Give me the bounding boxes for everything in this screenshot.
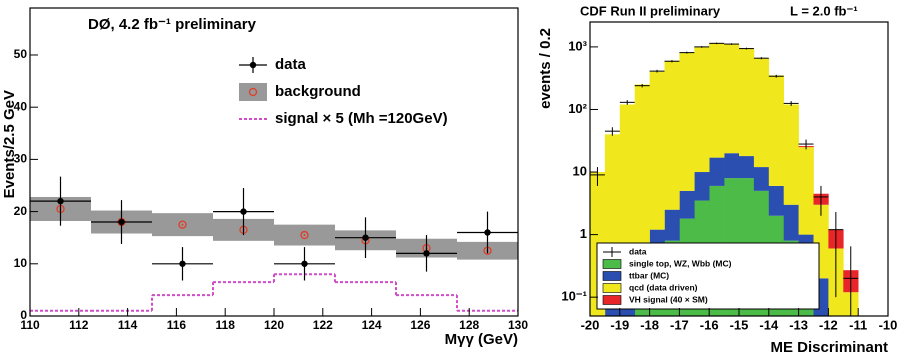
x-tick-label: -17 <box>670 317 689 332</box>
y-tick-label: 30 <box>14 152 28 166</box>
y-tick-label: 10² <box>568 101 587 116</box>
background-marker-dot <box>303 234 306 237</box>
y-tick-label: 50 <box>14 47 28 61</box>
legend-label: background <box>275 83 361 100</box>
x-tick-label: 128 <box>459 318 479 332</box>
chart-panel: data background signal × 5 (Mh =120GeV) DØ,… <box>1 7 528 348</box>
stack-bar <box>768 185 784 216</box>
stack-bar <box>709 157 725 186</box>
stack-bar <box>783 204 799 241</box>
stack-bar <box>753 167 770 191</box>
stack-bar <box>739 48 755 157</box>
x-tick-label: -16 <box>700 317 719 332</box>
y-axis-label: Events/2.5 GeV <box>1 90 18 198</box>
legend-label: VH signal (40 × SM) <box>629 294 708 304</box>
legend-key <box>249 61 257 69</box>
y-tick-label: 10 <box>573 163 587 178</box>
data-point <box>301 260 308 267</box>
legend-key <box>602 259 622 269</box>
stack-bar <box>679 190 695 219</box>
stack-bar <box>724 44 740 154</box>
x-tick-label: 122 <box>313 318 333 332</box>
x-tick-label: 112 <box>69 318 89 332</box>
x-tick-label: 120 <box>264 318 284 332</box>
x-tick-label: -10 <box>879 317 898 332</box>
x-tick-label: 130 <box>508 318 528 332</box>
legend-label: qcd (data driven) <box>629 282 698 292</box>
x-tick-label: 126 <box>410 318 430 332</box>
x-tick-label: 124 <box>362 318 382 332</box>
x-tick-label: -15 <box>730 317 749 332</box>
x-tick-label: 114 <box>118 318 138 332</box>
stack-bar <box>724 153 740 179</box>
x-tick-label: -14 <box>759 317 779 332</box>
annotation: L = 2.0 fb⁻¹ <box>790 3 858 18</box>
x-tick-label: -13 <box>789 317 808 332</box>
legend-key <box>239 83 267 101</box>
legend-box <box>596 242 820 310</box>
stack-bar <box>694 46 710 173</box>
x-tick-label: 116 <box>167 318 187 332</box>
legend-key <box>248 87 258 97</box>
stack-bar <box>649 71 665 230</box>
stack-bar <box>679 52 695 191</box>
x-tick-label: -12 <box>819 317 838 332</box>
stack-bar <box>798 147 814 235</box>
y-tick-label: 20 <box>14 204 28 218</box>
background-marker-dot <box>181 223 184 226</box>
data-point <box>423 250 430 257</box>
y-tick-label: 10⁻¹ <box>561 289 587 304</box>
legend-key <box>602 271 622 281</box>
data-point <box>240 208 247 215</box>
y-tick-label: 0 <box>20 308 27 322</box>
stack-bar <box>739 156 755 179</box>
stack-bar <box>709 43 725 158</box>
background-marker <box>178 220 187 229</box>
legend-label: ttbar (MC) <box>629 270 669 280</box>
stack-bar <box>694 172 710 201</box>
y-tick-label: 40 <box>14 99 28 113</box>
legend-label: signal × 5 (Mh =120GeV) <box>275 110 448 127</box>
stack-bar <box>664 60 680 210</box>
chart-panel: data single top, WZ, Wbb (MC) ttbar (MC) qc… <box>537 3 897 356</box>
y-tick-label: 10³ <box>568 38 587 53</box>
stack-bar <box>604 306 621 316</box>
legend-label: data <box>629 246 647 256</box>
x-axis-label: ME Discriminant <box>770 339 888 356</box>
data-point <box>57 197 64 205</box>
data-point <box>179 260 186 267</box>
x-axis-label: Mγγ (GeV) <box>445 331 518 348</box>
x-tick-label: 110 <box>20 318 40 332</box>
data-point <box>362 234 369 241</box>
stack-bar <box>768 75 784 186</box>
legend-key <box>602 283 622 293</box>
y-tick-label: 10 <box>14 256 28 270</box>
y-tick-label: 1 <box>580 226 587 241</box>
legend-key <box>602 295 622 305</box>
plot-frame <box>29 7 519 317</box>
x-tick-label: -18 <box>640 317 659 332</box>
stack-bar <box>753 58 770 168</box>
x-tick-label: -19 <box>610 317 629 332</box>
stack-bar <box>783 104 799 205</box>
x-tick-label: -20 <box>581 317 600 332</box>
stack-bar <box>664 209 680 241</box>
data-point <box>118 218 125 226</box>
stack-bar <box>619 104 635 279</box>
stack-bar <box>634 84 650 254</box>
legend-label: data <box>275 56 307 73</box>
data-point <box>484 229 491 236</box>
background-marker <box>300 230 309 240</box>
chart-title: DØ, 4.2 fb⁻¹ preliminary <box>88 16 257 33</box>
chart-title: CDF Run II preliminary <box>580 3 721 18</box>
legend-label: single top, WZ, Wbb (MC) <box>629 258 732 268</box>
x-tick-label: 118 <box>216 318 236 332</box>
x-tick-label: -11 <box>849 317 867 332</box>
y-axis-label: events / 0.2 <box>537 28 554 109</box>
